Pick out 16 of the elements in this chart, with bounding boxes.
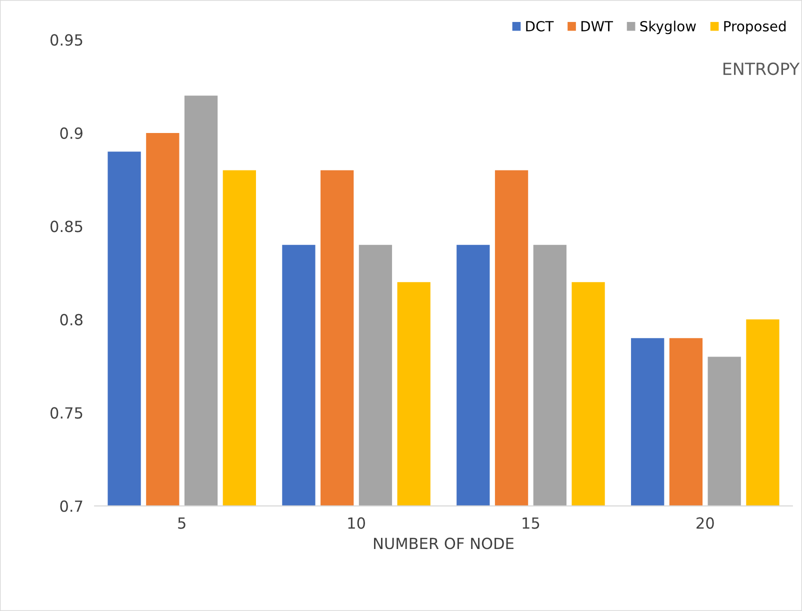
- y-tick-label: 0.9: [60, 127, 82, 139]
- legend-label: DCT: [526, 20, 554, 32]
- y-tick-label: 0.95: [50, 34, 82, 46]
- x-tick-label: 10: [348, 517, 365, 529]
- y-tick-label: 0.7: [60, 500, 82, 512]
- legend-label: Skyglow: [640, 20, 696, 34]
- y-tick-label: 0.85: [50, 220, 82, 232]
- x-tick-label: 5: [178, 517, 186, 529]
- x-axis-title: NUMBER OF NODE: [374, 538, 514, 550]
- annotation: ENTROPY: [723, 62, 800, 76]
- x-tick-label: 20: [696, 517, 714, 529]
- legend-label: DWT: [581, 21, 614, 32]
- x-tick-label: 15: [522, 517, 540, 529]
- legend-label: Proposed: [724, 20, 786, 34]
- y-tick-label: 0.8: [60, 314, 82, 326]
- y-tick-label: 0.75: [50, 407, 82, 419]
